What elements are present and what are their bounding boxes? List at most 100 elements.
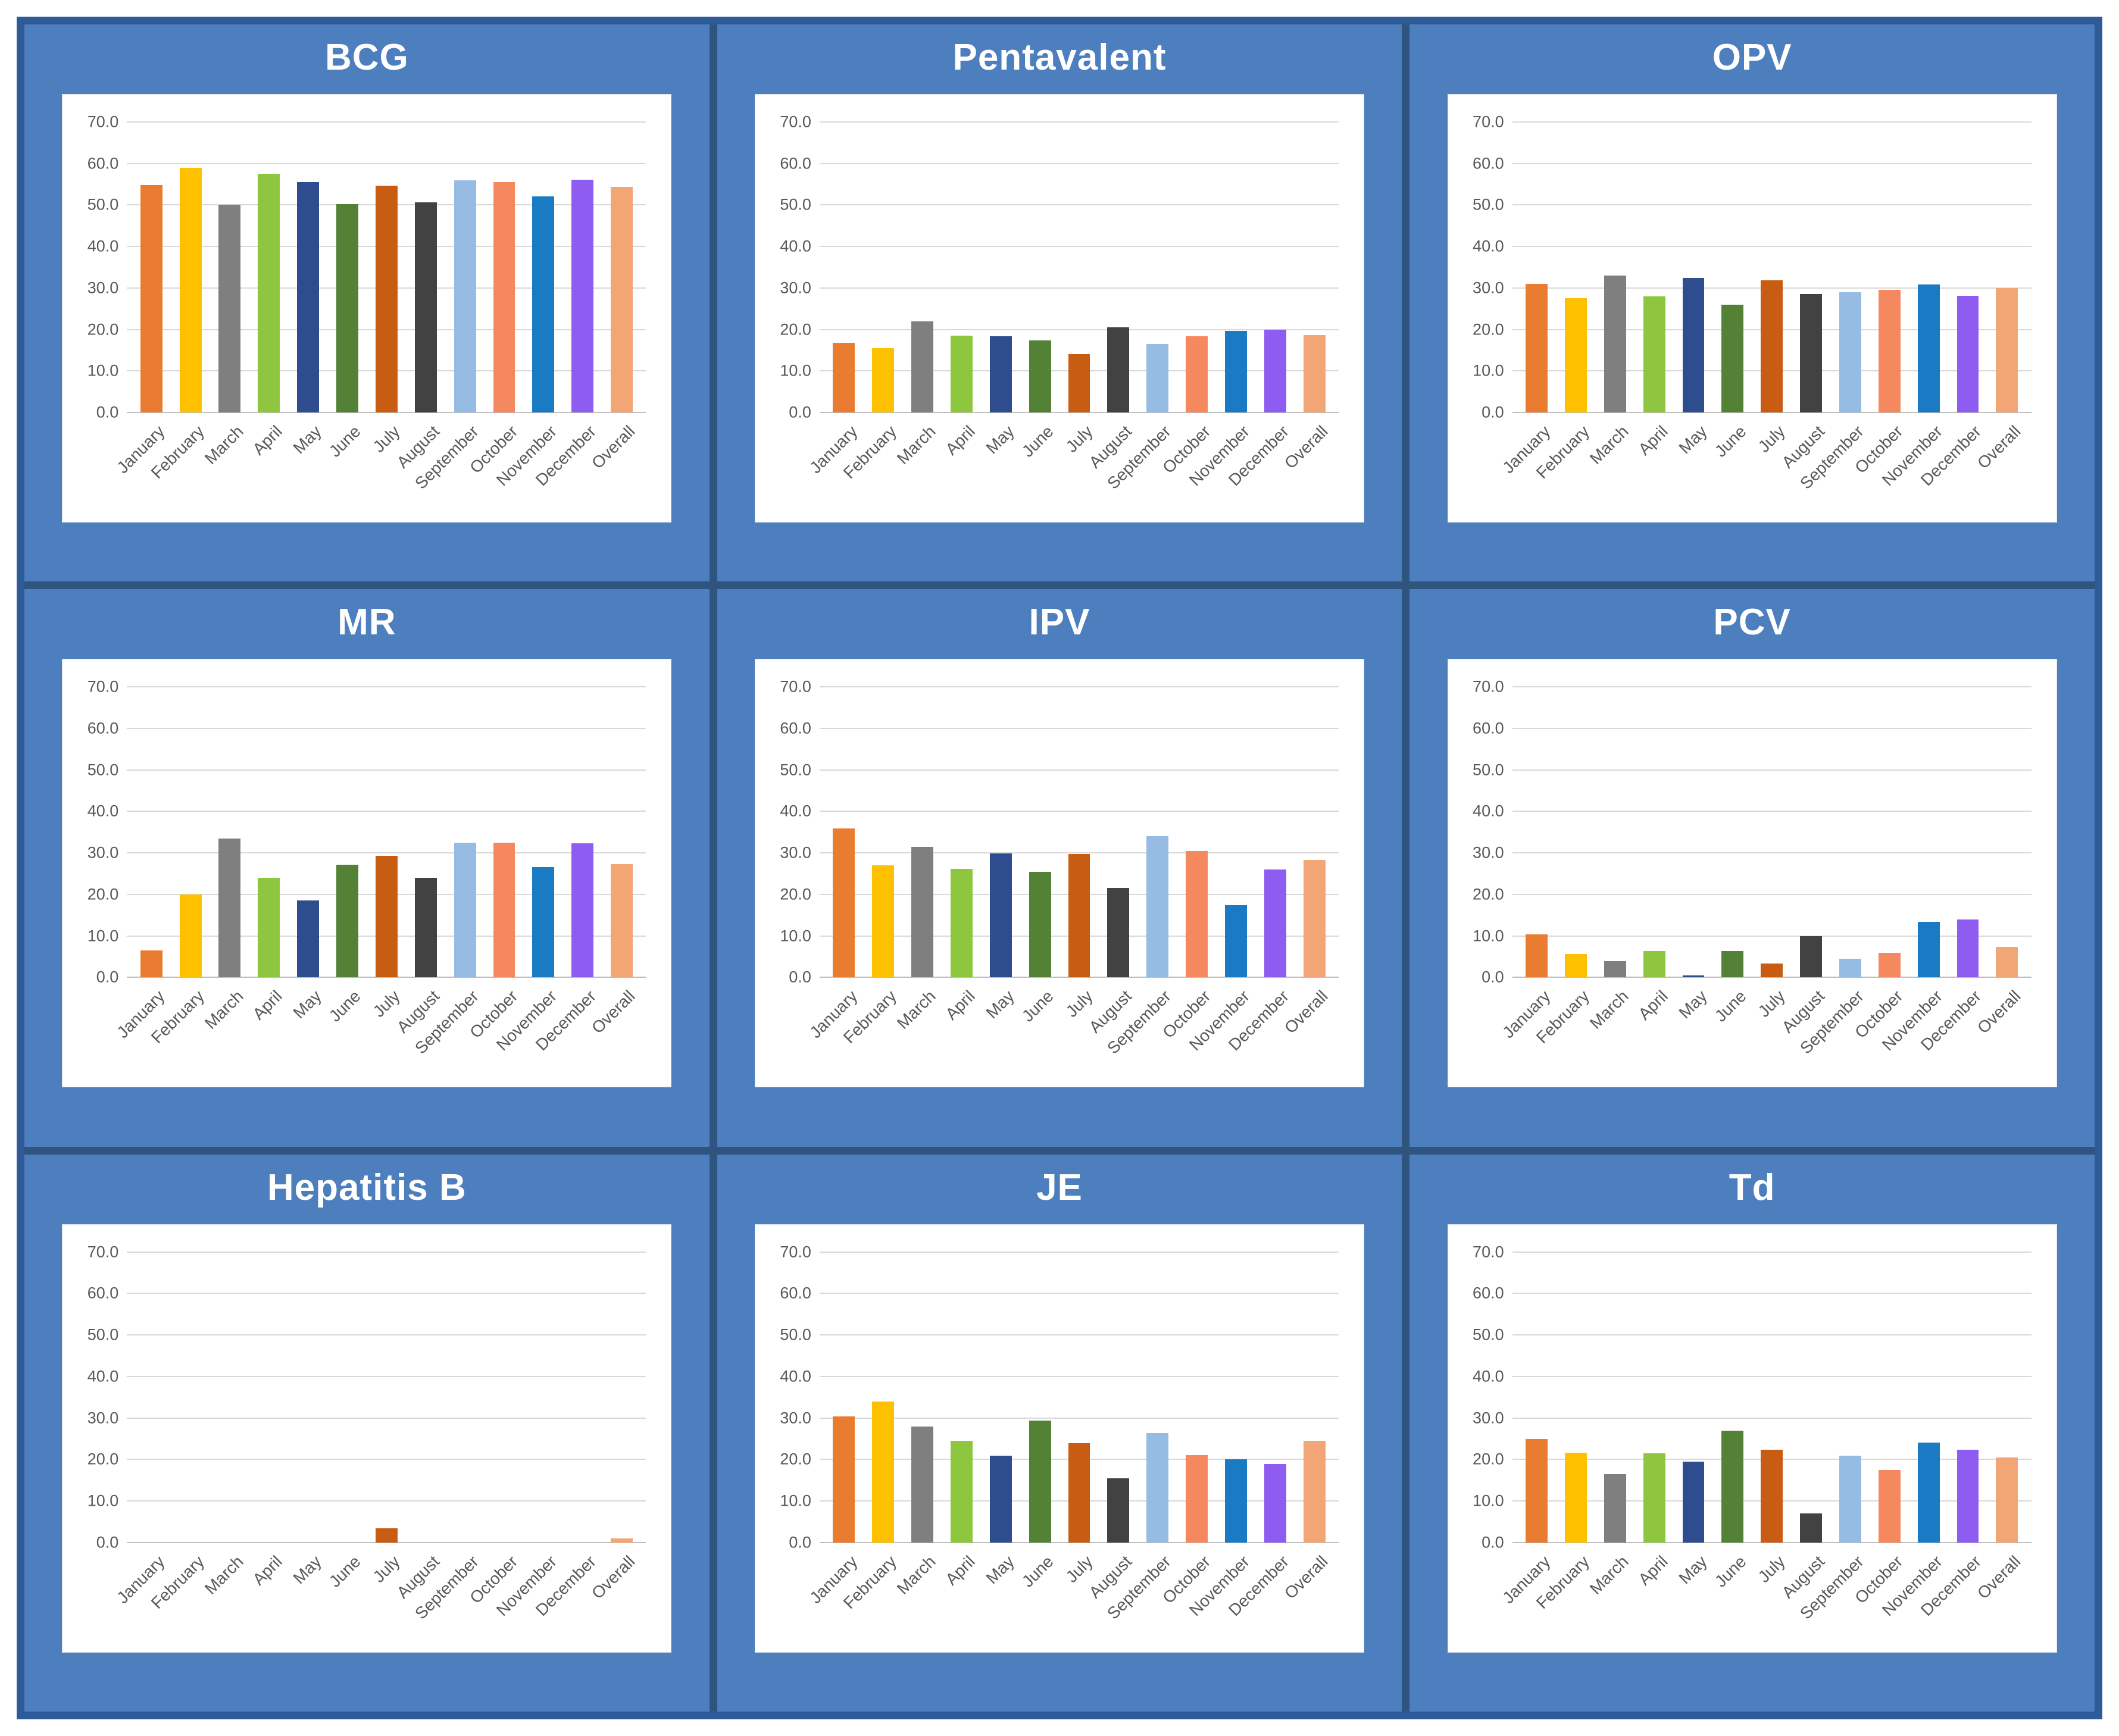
x-tick-label: April (1634, 1552, 1671, 1589)
chart-hepatitis-b: 70.0 60.0 50.0 40.0 30.0 20.0 10.0 0.0 January F… (62, 1224, 672, 1653)
bar-september (454, 180, 476, 412)
y-tick-label: 40.0 (1473, 1367, 1504, 1385)
bar-slot (864, 1252, 903, 1543)
y-tick-label: 20.0 (87, 1450, 119, 1468)
panel-hepatitis-b: Hepatitis B 70.0 60.0 50.0 40.0 30.0 20.0 10.0… (24, 1154, 710, 1712)
x-slot: June (1018, 977, 1060, 1082)
x-slot: May (981, 1543, 1020, 1647)
gridline (1512, 121, 2032, 123)
y-tick-label: 20.0 (87, 320, 119, 339)
bar-slot (942, 122, 982, 412)
x-tick-label: June (326, 422, 365, 461)
bar-slot (981, 122, 1020, 412)
bar-july (1761, 280, 1783, 412)
x-tick-label: April (1634, 987, 1671, 1024)
y-tick-label: 10.0 (1473, 1491, 1504, 1510)
gridline (819, 246, 1339, 248)
y-tick-label: 20.0 (1473, 885, 1504, 903)
y-tick-label: 10.0 (1473, 927, 1504, 945)
x-slot: June (326, 1543, 367, 1647)
y-tick-label: 10.0 (780, 1491, 811, 1510)
bars-group (1517, 1252, 2027, 1543)
bar-slot (524, 1252, 563, 1543)
gridline (819, 728, 1339, 730)
y-tick-label: 20.0 (780, 1450, 811, 1468)
bar-slot (1255, 122, 1295, 412)
gridline (819, 204, 1339, 206)
y-axis: 70.0 60.0 50.0 40.0 30.0 20.0 10.0 0.0 (1458, 1243, 1512, 1551)
bar-slot (1909, 687, 1948, 978)
bar-slot (1634, 1252, 1674, 1543)
bar-december (1264, 1463, 1286, 1543)
gridline (127, 1334, 646, 1336)
x-tick-label: June (1018, 987, 1057, 1026)
x-tick-label: April (249, 422, 286, 459)
x-slot: April (942, 1543, 982, 1647)
bar-april (258, 878, 280, 978)
bar-december (1957, 296, 1979, 412)
bar-september (1839, 1455, 1861, 1543)
bars-group (824, 687, 1334, 978)
bar-january (1526, 934, 1548, 978)
panel-pentavalent: Pentavalent 70.0 60.0 50.0 40.0 30.0 20.0 10.0… (717, 24, 1402, 582)
panel-pcv: PCV 70.0 60.0 50.0 40.0 30.0 20.0 10.0 0.0 Janu… (1409, 589, 2095, 1147)
bar-slot (1099, 1252, 1138, 1543)
x-axis-line (127, 412, 646, 413)
bar-slot (1556, 122, 1595, 412)
bar-march (911, 1427, 934, 1543)
bar-slot (1217, 687, 1256, 978)
y-tick-label: 40.0 (780, 802, 811, 820)
x-slot: February (147, 412, 210, 517)
x-slot: Overall (1281, 1543, 1334, 1647)
y-tick-label: 0.0 (1482, 968, 1504, 986)
y-tick-label: 50.0 (87, 1325, 119, 1344)
y-tick-label: 40.0 (780, 237, 811, 255)
x-slot: March (1586, 977, 1634, 1082)
bar-october (1878, 289, 1901, 412)
bar-slot (602, 1252, 642, 1543)
bar-slot (445, 687, 485, 978)
bar-chart-mr: 70.0 60.0 50.0 40.0 30.0 20.0 10.0 0.0 January F… (72, 678, 646, 1082)
bar-slot (524, 687, 563, 978)
bar-slot (1830, 1252, 1870, 1543)
bar-slot (1595, 122, 1634, 412)
bar-february (872, 1402, 895, 1543)
y-tick-label: 20.0 (1473, 1450, 1504, 1468)
bar-slot (445, 122, 485, 412)
x-slot: February (147, 977, 210, 1082)
gridline (819, 121, 1339, 123)
y-tick-label: 30.0 (1473, 1409, 1504, 1427)
y-tick-label: 40.0 (87, 237, 119, 255)
x-axis-line (127, 977, 646, 978)
chart-pcv: 70.0 60.0 50.0 40.0 30.0 20.0 10.0 0.0 January F… (1447, 659, 2057, 1088)
bar-slot (406, 687, 445, 978)
x-axis: January February March April May June July Augu… (1499, 412, 2032, 517)
y-tick-label: 30.0 (780, 279, 811, 297)
x-tick-label: June (326, 987, 365, 1026)
chart-mr: 70.0 60.0 50.0 40.0 30.0 20.0 10.0 0.0 January F… (62, 659, 672, 1088)
x-slot: Overall (1281, 977, 1334, 1082)
bar-slot (171, 687, 210, 978)
bar-slot (1295, 1252, 1334, 1543)
x-slot: June (1711, 977, 1752, 1082)
y-axis: 70.0 60.0 50.0 40.0 30.0 20.0 10.0 0.0 (72, 113, 127, 421)
x-axis: January February March April May June July Augu… (806, 1543, 1339, 1647)
bar-slot (824, 122, 864, 412)
y-tick-label: 70.0 (87, 112, 119, 131)
x-slot: March (1586, 1543, 1634, 1647)
x-tick-label: July (1062, 1552, 1096, 1586)
x-slot: June (326, 977, 367, 1082)
y-tick-label: 10.0 (87, 927, 119, 945)
y-tick-label: 10.0 (87, 1491, 119, 1510)
bar-july (375, 856, 398, 978)
bar-december (1264, 869, 1286, 978)
y-tick-label: 0.0 (789, 1533, 811, 1552)
y-tick-label: 0.0 (96, 403, 119, 421)
x-slot: February (840, 977, 903, 1082)
y-tick-label: 0.0 (1482, 1533, 1504, 1552)
plot-area (1512, 121, 2032, 413)
bar-january (140, 950, 162, 978)
gridline (1512, 1375, 2032, 1377)
y-tick-label: 50.0 (780, 1325, 811, 1344)
x-slot: April (942, 977, 982, 1082)
